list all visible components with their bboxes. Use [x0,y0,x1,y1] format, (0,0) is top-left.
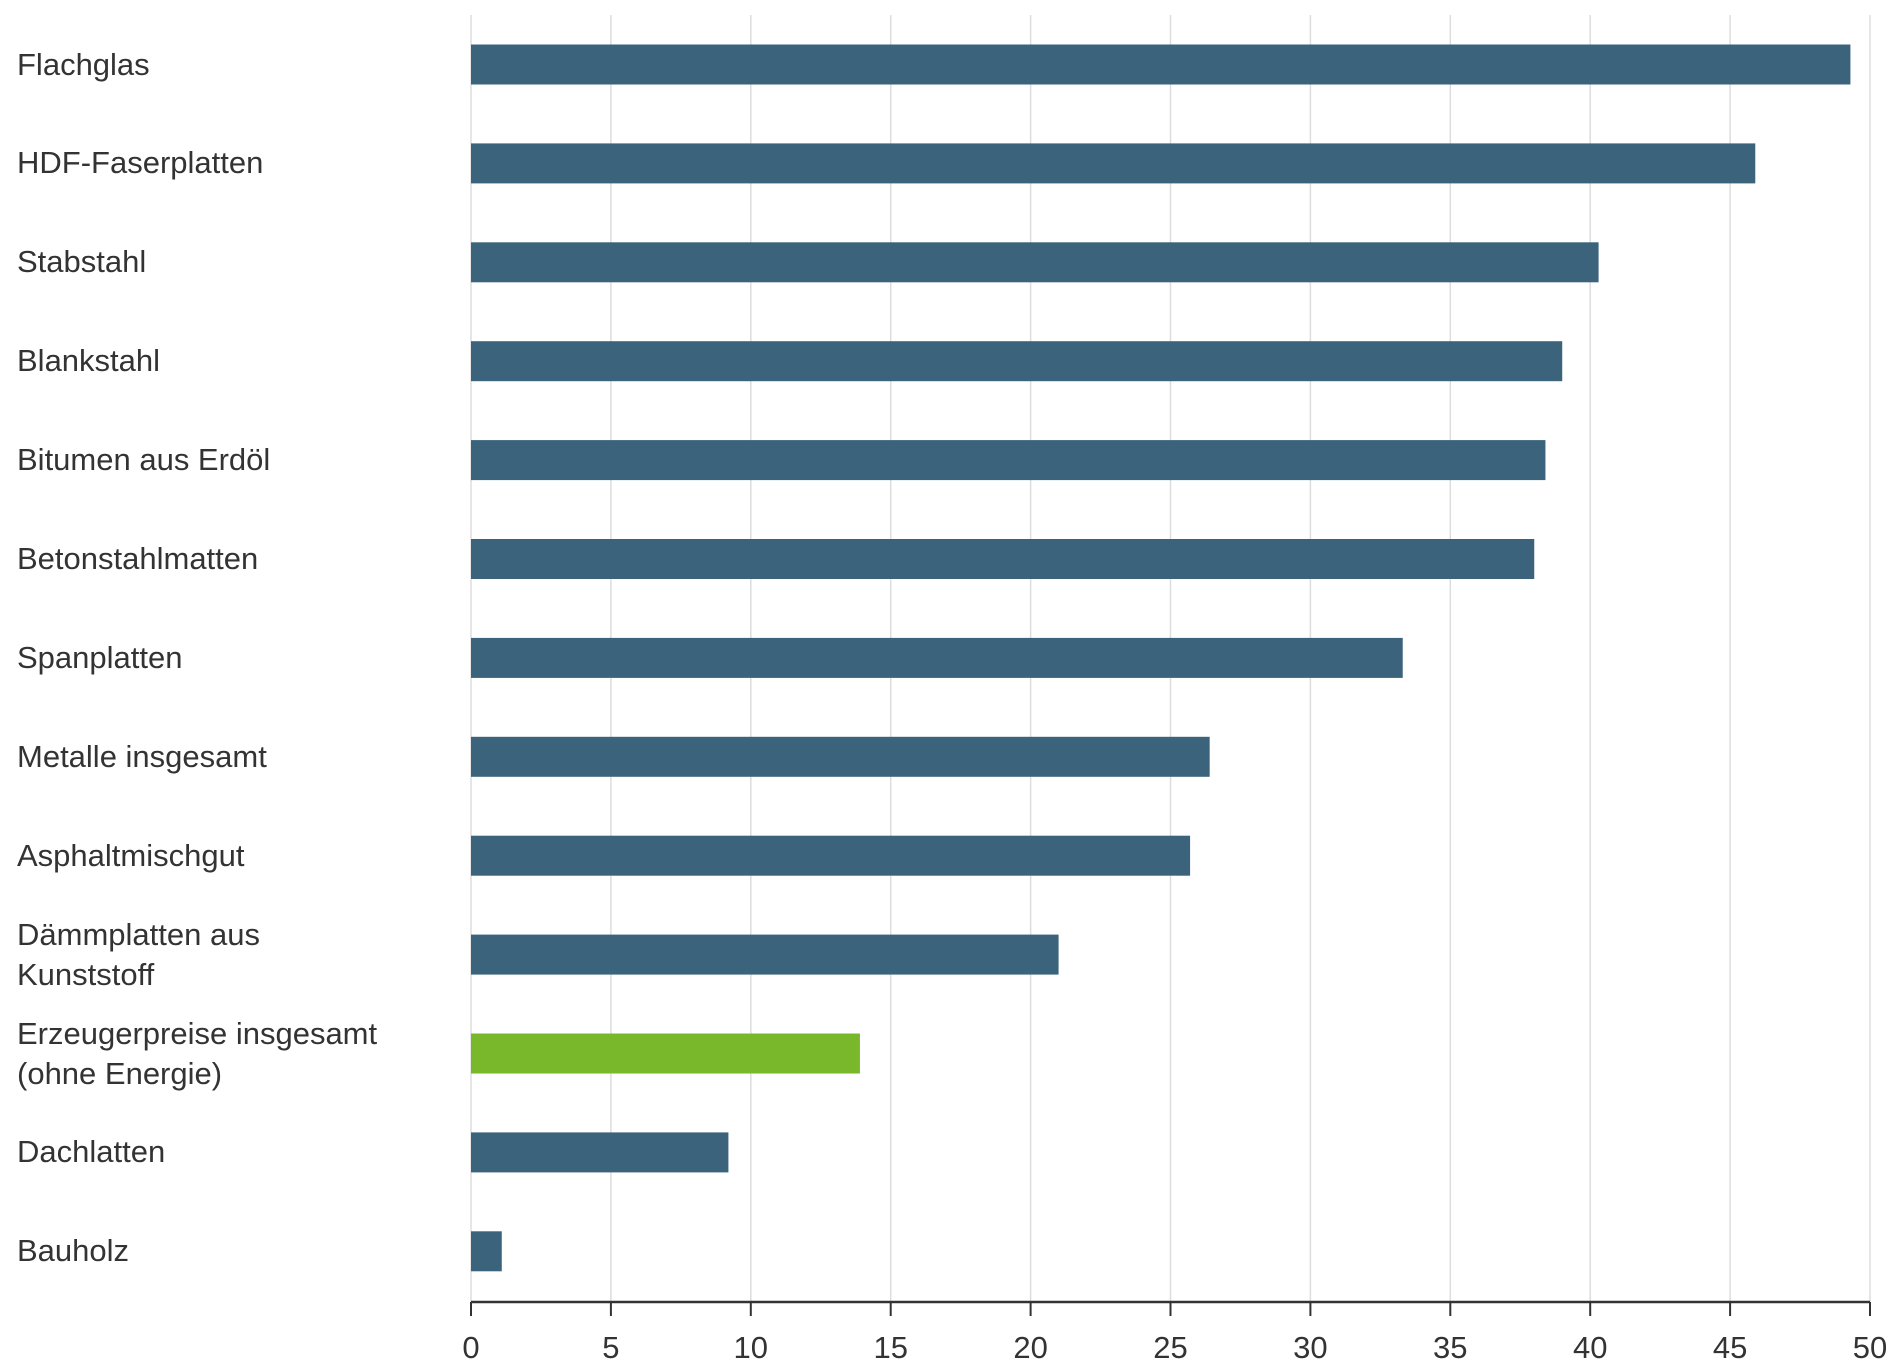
category-label: Dachlatten [17,1132,165,1172]
bar [471,341,1563,382]
x-tick-label: 30 [1293,1330,1327,1365]
category-label-line: Dämmplatten aus [17,916,260,952]
x-tick-label: 40 [1573,1330,1607,1365]
x-tick-label: 0 [462,1330,479,1365]
bar [471,539,1535,579]
category-label-line: Flachglas [17,46,150,82]
category-label: Spanplatten [17,638,182,678]
bar [471,934,1059,975]
category-label: Betonstahlmatten [17,539,258,579]
category-label: Blankstahl [17,341,160,381]
category-label-line: Bitumen aus Erdöl [17,442,271,478]
category-label-line: Erzeugerpreise insgesamt [17,1015,378,1051]
category-label: Bauholz [17,1231,129,1271]
category-label-line: Spanplatten [17,639,183,675]
bar [471,440,1546,481]
bar [471,1033,860,1074]
x-tick-label: 15 [873,1330,907,1365]
category-label-line: Kunststoff [17,956,155,992]
category-label-line: Metalle insgesamt [17,738,267,774]
bar [471,1132,729,1173]
category-label: Bitumen aus Erdöl [17,440,270,480]
bar [471,242,1599,283]
bar [471,143,1756,184]
x-tick-label: 25 [1153,1330,1187,1365]
x-tick-label: 50 [1853,1330,1886,1365]
category-label: Stabstahl [17,242,146,282]
category-label: Flachglas [17,45,150,85]
x-tick-label: 5 [602,1330,619,1365]
category-label: HDF-Faserplatten [17,143,263,183]
bar [471,637,1403,678]
category-label: Metalle insgesamt [17,737,267,777]
x-tick-label: 45 [1713,1330,1747,1365]
category-label-line: Betonstahlmatten [17,541,259,576]
bar [471,835,1191,876]
category-label-line: Stabstahl [17,244,147,280]
category-label-line: Dachlatten [17,1134,166,1170]
category-label-line: Blankstahl [17,343,161,379]
category-label-line: Asphaltmischgut [17,837,245,873]
category-label-line: (ohne Energie) [17,1055,223,1091]
bar [471,44,1851,85]
category-label-line: Bauholz [17,1233,130,1269]
bar [471,1231,502,1272]
x-tick-label: 10 [734,1330,768,1365]
category-label: Dämmplatten aus Kunststoff [17,915,260,995]
category-label-line: HDF-Faserplatten [17,145,264,181]
x-tick-label: 35 [1433,1330,1467,1365]
bar [471,736,1210,777]
category-label: Asphaltmischgut [17,836,244,876]
x-tick-label: 20 [1013,1330,1047,1365]
category-label: Erzeugerpreise insgesamt (ohne Energie) [17,1014,377,1094]
